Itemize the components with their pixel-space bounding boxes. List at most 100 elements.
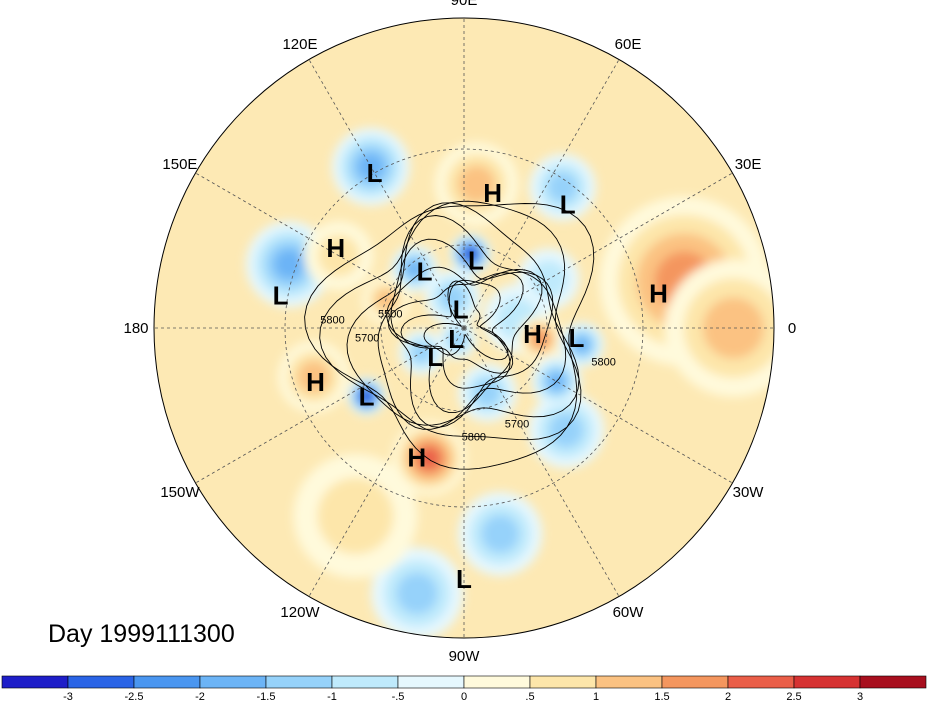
height-contour	[377, 215, 567, 430]
low-pressure-label: L	[453, 294, 469, 324]
colorbar-tick-label: 0	[461, 691, 467, 702]
colorbar-tick-label: 1.5	[654, 691, 669, 702]
meridian-line	[463, 34, 634, 329]
anomaly-blob	[549, 413, 584, 448]
contour-label: 5500	[378, 309, 402, 321]
anomaly-blob	[481, 515, 519, 553]
longitude-label: 60W	[613, 604, 645, 621]
longitude-label: 30W	[733, 484, 765, 501]
height-contour	[346, 202, 580, 426]
colorbar-tick-label: 2	[725, 691, 731, 702]
low-pressure-label: L	[560, 189, 576, 219]
longitude-label: 150E	[162, 156, 197, 173]
colorbar-swatch	[595, 675, 663, 689]
longitude-label: 90W	[449, 648, 481, 665]
low-pressure-label: L	[427, 342, 443, 372]
colorbar-swatch	[727, 675, 795, 689]
low-pressure-label: L	[417, 257, 433, 287]
colorbar-swatch	[859, 675, 927, 689]
colorbar-swatch	[265, 675, 333, 689]
longitude-labels: 90E 60E 30E 0 30W 60W 90W 120W 150W 180 150E 120E	[123, 0, 796, 665]
contour-label: 5700	[355, 333, 379, 345]
low-pressure-label: L	[448, 324, 464, 354]
anomaly-blob	[297, 360, 330, 393]
map-border	[153, 17, 775, 639]
longitude-label: 30E	[735, 156, 762, 173]
meridian-line	[463, 158, 758, 329]
anomaly-blob	[458, 165, 496, 203]
map-disc	[154, 18, 774, 638]
colorbar-swatch	[529, 675, 597, 689]
colorbar-tick-label: -3	[63, 691, 73, 702]
high-pressure-label: H	[306, 367, 325, 397]
graticule	[154, 18, 774, 638]
colorbar: -3 -2.5 -2 -1.5 -1 -.5 0 .5 1 1.5 2 2.5 3	[1, 675, 927, 702]
contour-label: 5800	[320, 314, 344, 326]
contour-label: 5800	[591, 356, 615, 368]
low-pressure-label: L	[273, 281, 289, 311]
anomaly-blob	[466, 249, 475, 259]
colorbar-tick-label: -2	[195, 691, 205, 702]
meridian-line	[294, 34, 465, 329]
high-pressure-label: H	[649, 279, 668, 309]
colorbar-tick-label: -2.5	[125, 691, 144, 702]
low-pressure-label: L	[568, 323, 584, 353]
high-pressure-label: H	[483, 178, 502, 208]
high-pressure-label: H	[523, 319, 542, 349]
low-pressure-label: L	[367, 158, 383, 188]
colorbar-tick-label: -.5	[392, 691, 405, 702]
parallel-line	[380, 244, 548, 412]
anomaly-blob	[574, 336, 590, 353]
meridian-line	[463, 327, 634, 622]
longitude-label: 120W	[280, 604, 320, 621]
contour-labels: 5800 5500 5700 5800 5700 5800	[320, 309, 616, 444]
colorbar-swatch	[1, 675, 69, 689]
anomaly-blob	[362, 392, 371, 401]
colorbar-tick-label: -1	[327, 691, 337, 702]
contour-label: 5700	[505, 419, 529, 431]
colorbar-swatch	[67, 675, 135, 689]
longitude-label: 180	[123, 320, 148, 337]
anomaly-blob	[418, 447, 440, 469]
colorbar-tick-label: 3	[857, 691, 863, 702]
colorbar-swatch	[133, 675, 201, 689]
colorbar-tick-label: -1.5	[257, 691, 276, 702]
anomaly-blob	[702, 297, 765, 359]
colorbar-tick-label: 2.5	[786, 691, 801, 702]
anomaly-blob	[547, 172, 578, 203]
contour-label: 5800	[462, 431, 486, 443]
high-pressure-label: H	[326, 233, 345, 263]
anomaly-blob	[440, 285, 466, 310]
colorbar-tick-label: .5	[525, 691, 534, 702]
colorbar-tick-label: 1	[593, 691, 599, 702]
colorbar-swatch	[331, 675, 399, 689]
colorbar-swatch	[793, 675, 861, 689]
colorbar-swatch	[661, 675, 729, 689]
meridian-line	[463, 327, 758, 498]
longitude-label: 0	[788, 320, 796, 337]
longitude-label: 60E	[615, 36, 642, 53]
anomaly-blob	[474, 379, 501, 406]
longitude-label: 150W	[160, 484, 200, 501]
colorbar-swatch	[199, 675, 267, 689]
parallel-line	[284, 148, 644, 508]
meridian-line	[294, 327, 465, 622]
height-contour	[423, 280, 509, 361]
anomaly-blob	[273, 249, 304, 280]
longitude-label: 90E	[451, 0, 478, 9]
low-pressure-label: L	[456, 564, 472, 594]
height-contour	[390, 238, 554, 428]
meridian-line	[170, 158, 465, 329]
colorbar-swatch	[397, 675, 465, 689]
high-pressure-label: H	[407, 443, 426, 473]
colorbar-swatch	[463, 675, 531, 689]
meridian-line	[170, 327, 465, 498]
map-title: Day 1999111300	[48, 620, 235, 648]
low-pressure-label: L	[359, 381, 375, 411]
anomaly-blob	[396, 572, 438, 614]
low-pressure-label: L	[468, 245, 484, 275]
longitude-label: 120E	[282, 36, 317, 53]
anomaly-blob	[532, 330, 549, 347]
